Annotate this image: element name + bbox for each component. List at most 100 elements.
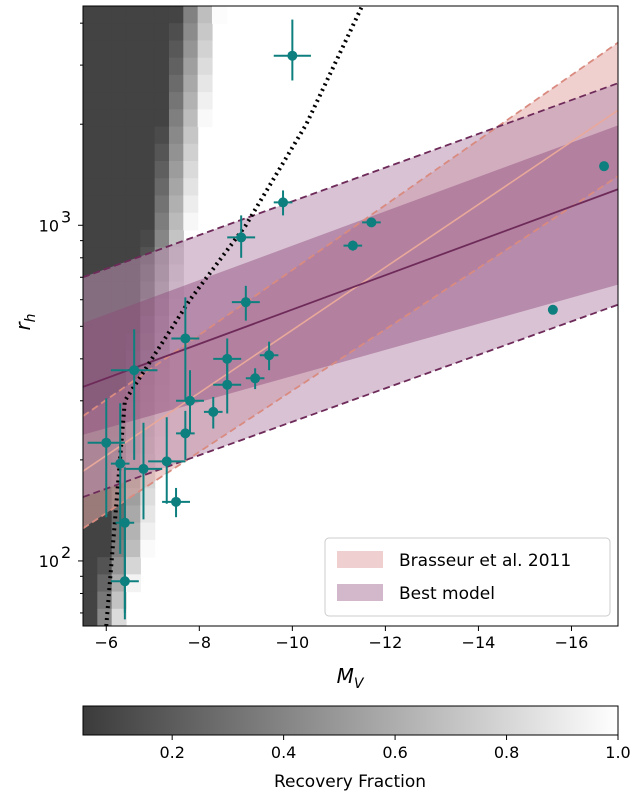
y-axis-label-main: r — [11, 321, 35, 331]
data-point — [110, 329, 158, 460]
heatmap-cell — [183, 178, 199, 197]
heatmap-cell — [97, 40, 113, 59]
heatmap-cell — [125, 143, 141, 162]
heatmap-cell — [111, 608, 127, 626]
point-marker — [208, 406, 219, 417]
heatmap-cell — [83, 195, 98, 214]
plot-area — [82, 5, 619, 627]
heatmap-cell — [154, 109, 170, 128]
heatmap-cell — [83, 92, 98, 110]
y-axis-label: rh — [11, 313, 39, 330]
plot-frame — [82, 5, 619, 627]
heatmap-cell — [83, 40, 98, 59]
heatmap-cell — [97, 109, 113, 128]
heatmap-cell — [140, 229, 156, 248]
heatmap-cell — [97, 557, 113, 575]
heatmap-cell — [125, 557, 141, 575]
heatmap-cell — [154, 212, 170, 231]
point-marker — [264, 350, 275, 361]
point-marker — [171, 496, 182, 507]
y-tick-exponent: 3 — [61, 207, 71, 226]
heatmap-cell — [125, 212, 141, 231]
data-point — [110, 403, 130, 554]
heatmap-cell — [83, 126, 98, 145]
heatmap-cell — [154, 92, 170, 110]
colorbar-tick-label: 1.0 — [605, 743, 630, 762]
colorbar-tick-label: 0.2 — [159, 743, 184, 762]
data-point — [273, 190, 293, 216]
data-point — [362, 217, 381, 228]
heatmap-cell — [83, 574, 98, 593]
data-point — [227, 215, 256, 258]
data-point — [203, 396, 223, 429]
colorbar-tick-label: 0.6 — [382, 743, 407, 762]
point-marker — [347, 240, 358, 251]
heatmap-cell — [154, 6, 170, 24]
heatmap-cell — [111, 178, 127, 197]
heatmap-cell — [197, 57, 213, 76]
heatmap-cell — [168, 126, 184, 145]
heatmap-cell — [97, 178, 113, 197]
point-marker — [599, 161, 610, 172]
x-tick-label: −12 — [369, 633, 403, 652]
heatmap-cell — [183, 212, 199, 231]
heatmap-cell — [140, 23, 156, 42]
data-point — [148, 417, 186, 504]
heatmap-cell — [111, 143, 127, 162]
x-tick-label: −10 — [275, 633, 309, 652]
point-marker — [287, 50, 298, 61]
heatmap-cell — [154, 126, 170, 145]
heatmap-cell — [168, 178, 184, 197]
point-marker — [115, 458, 126, 469]
heatmap-cell — [168, 40, 184, 59]
legend-box — [324, 537, 611, 617]
point-marker — [119, 576, 130, 587]
heatmap-cell — [140, 195, 156, 214]
heatmap-cell — [83, 212, 98, 231]
heatmap-cell — [83, 608, 98, 626]
heatmap-cell — [211, 6, 227, 24]
y-tick-exponent: 2 — [61, 543, 71, 562]
heatmap-cell — [111, 92, 127, 110]
heatmap-cell — [183, 40, 199, 59]
heatmap-cell — [154, 195, 170, 214]
heatmap-cell — [125, 522, 141, 541]
heatmap-cell — [140, 161, 156, 179]
x-axis-label-main: M — [337, 664, 354, 688]
data-point — [343, 240, 363, 251]
heatmap-cell — [140, 92, 156, 110]
heatmap-cell — [111, 74, 127, 93]
y-tick-label: 10 — [39, 216, 59, 235]
heatmap-cell — [97, 212, 113, 231]
best-model-inner-band — [83, 125, 618, 435]
heatmap-cell — [125, 6, 141, 24]
heatmap-cell — [183, 161, 199, 179]
heatmap-cell — [183, 126, 199, 145]
heatmap-cell — [183, 143, 199, 162]
heatmap-cell — [140, 40, 156, 59]
heatmap-cell — [168, 143, 184, 162]
heatmap-cell — [168, 92, 184, 110]
heatmap-cell — [183, 74, 199, 93]
heatmap-cell — [111, 109, 127, 128]
heatmap-cell — [154, 161, 170, 179]
point-marker — [138, 463, 149, 474]
heatmap-cell — [125, 40, 141, 59]
heatmap-cell — [97, 57, 113, 76]
heatmap-cell — [111, 6, 127, 24]
colorbar-gradient — [82, 705, 619, 736]
data-point — [231, 285, 260, 321]
heatmap-cell — [168, 212, 184, 231]
heatmap-cell — [111, 557, 127, 575]
x-axis-label-sub: V — [354, 676, 365, 692]
heatmap-cell — [197, 74, 213, 93]
data-point — [87, 398, 125, 518]
heatmap-cell — [83, 247, 98, 265]
heatmap-cell — [140, 178, 156, 197]
data-point — [176, 410, 195, 460]
heatmap-cell — [97, 6, 113, 24]
heatmap-cell — [154, 74, 170, 93]
data-point — [547, 304, 558, 315]
heatmap-cell — [97, 161, 113, 179]
x-tick-label: −16 — [555, 633, 589, 652]
